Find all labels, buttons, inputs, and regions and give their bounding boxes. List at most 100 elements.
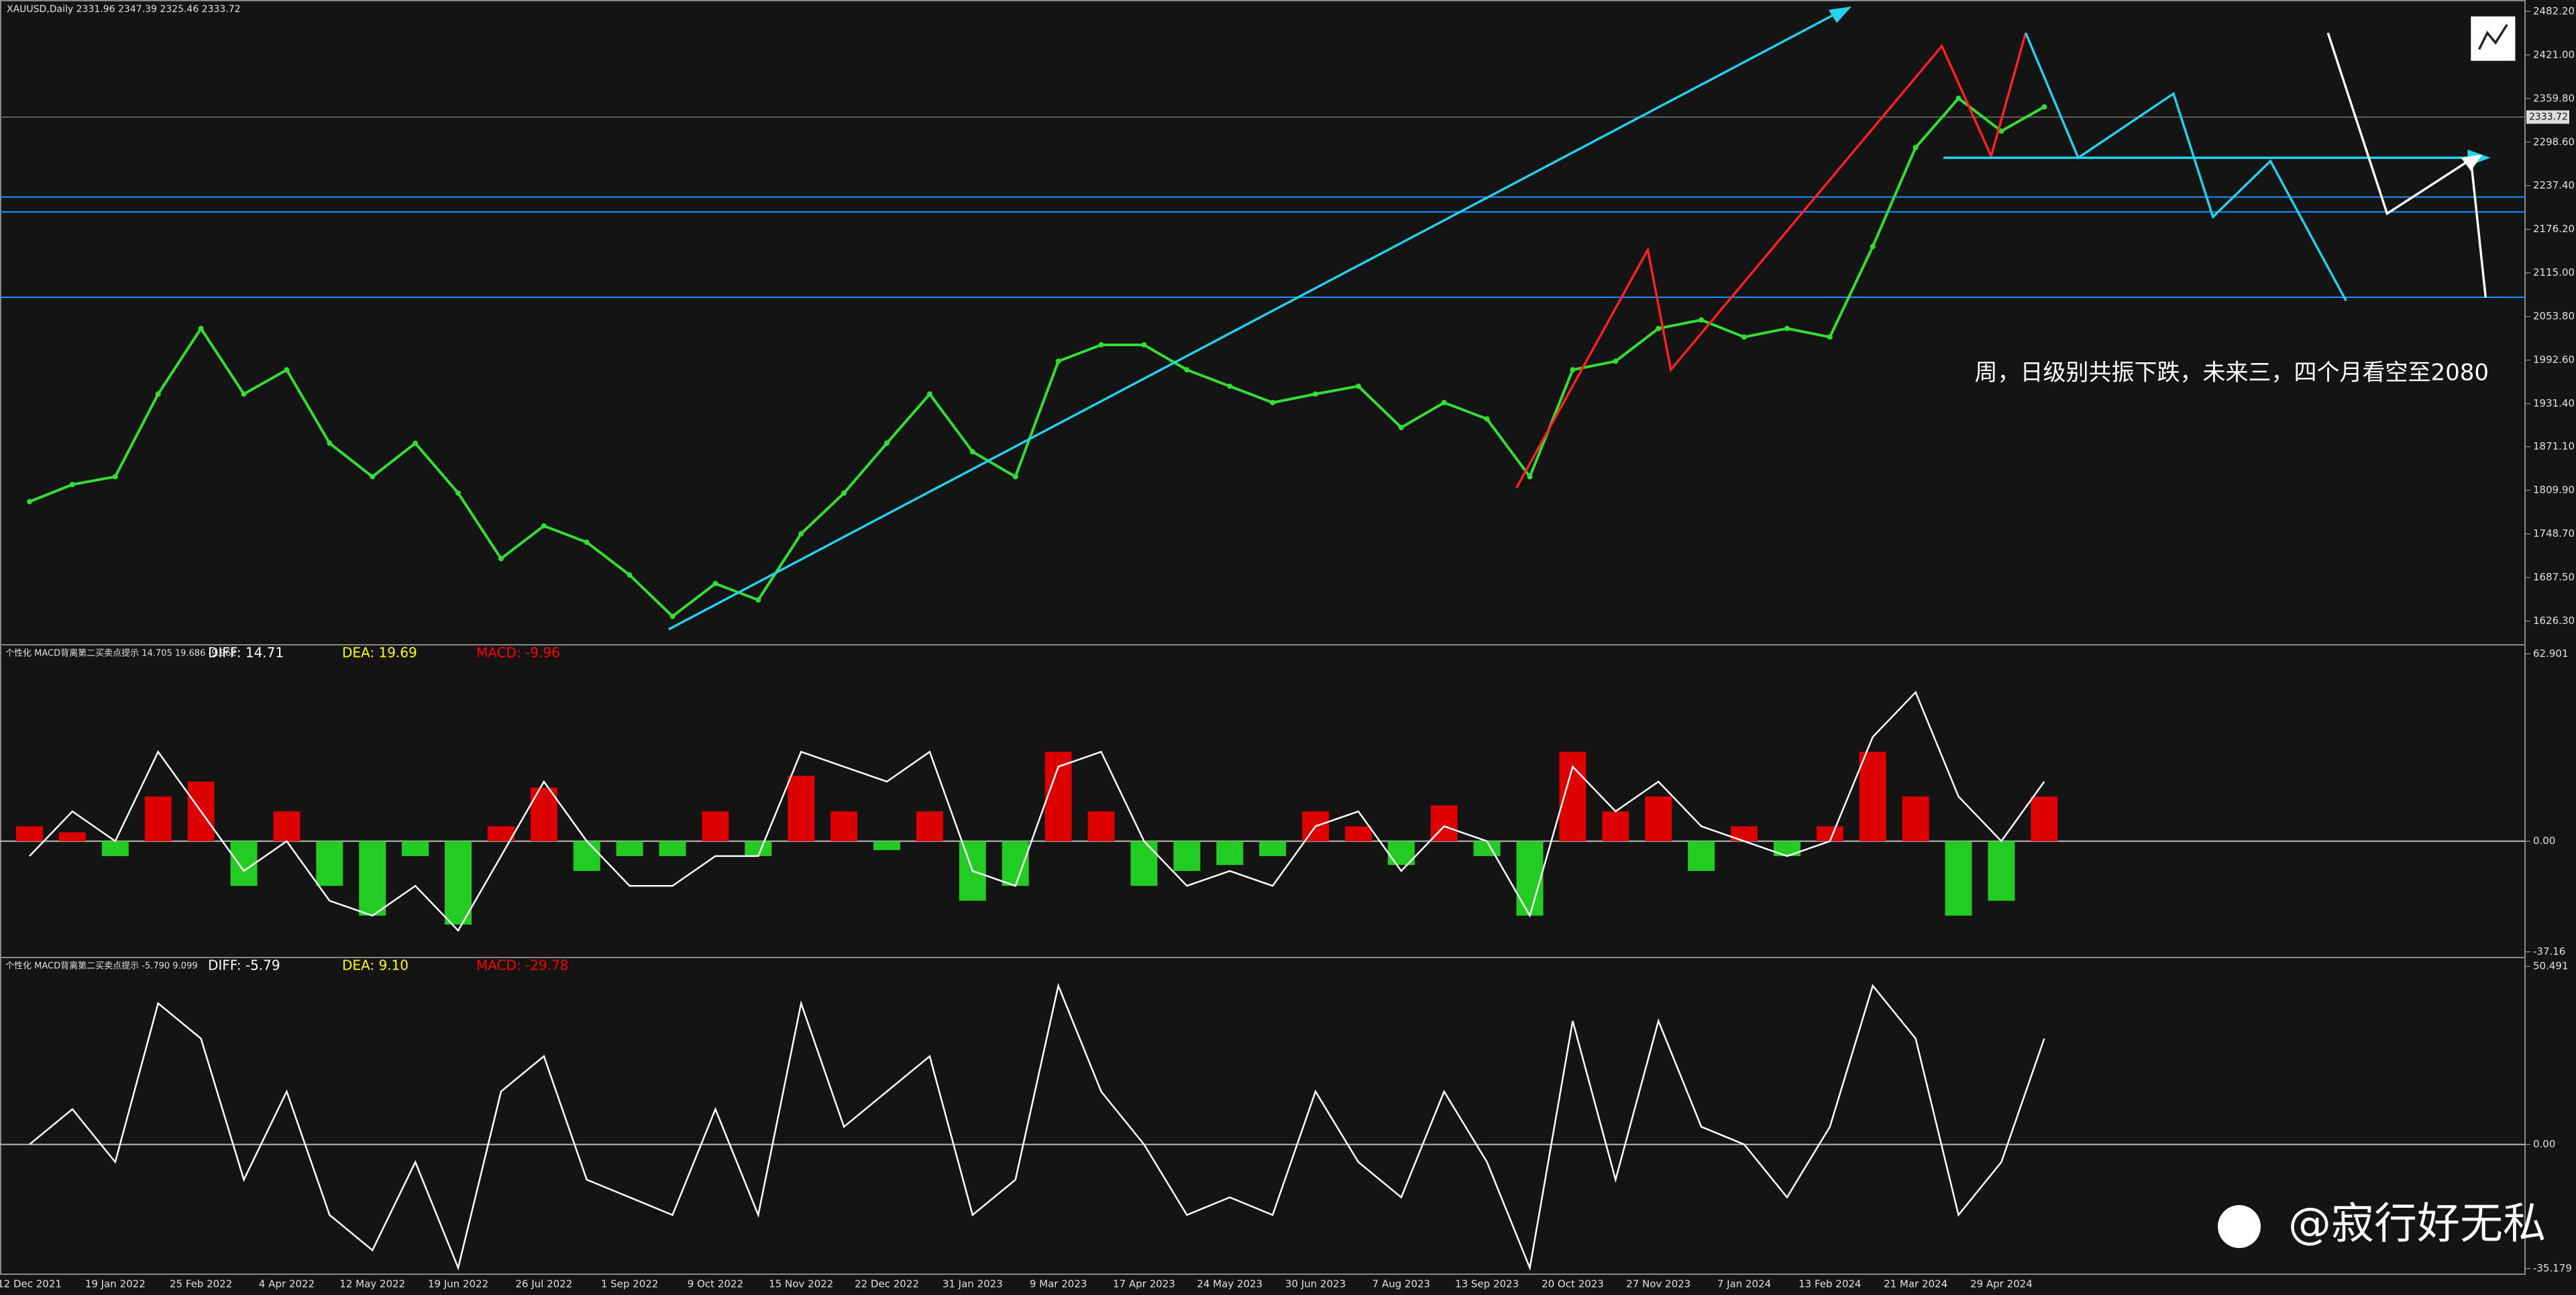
y-tick-label: 1809.90 [2533, 484, 2575, 496]
histogram-bar [359, 841, 386, 916]
price-line-series [29, 96, 2045, 619]
histogram-bar [1173, 841, 1201, 872]
price-point [969, 449, 975, 455]
price-point [1656, 325, 1662, 331]
histogram-bar [1731, 826, 1758, 841]
price-point [455, 490, 461, 496]
x-tick-label: 25 Feb 2022 [170, 1278, 232, 1290]
histogram-bar [1087, 811, 1115, 841]
watermark: @寂行好无私 [2288, 1200, 2546, 1249]
price-point [1570, 367, 1576, 373]
x-tick-label: 19 Jun 2022 [428, 1278, 488, 1290]
histogram-bar [273, 811, 301, 841]
x-tick-label: 22 Dec 2022 [855, 1278, 919, 1290]
price-point [155, 391, 161, 397]
indicator-label: DEA: 19.69 [342, 645, 417, 661]
x-tick-label: 26 Jul 2022 [515, 1278, 572, 1290]
forecast-line [2025, 32, 2347, 301]
plot-layer: 1626.30 1687.50 1748.70 1809.90 1871.10 1931.… [0, 5, 2575, 1290]
histogram-bar [788, 775, 815, 841]
histogram-bar [1988, 841, 2015, 901]
histogram-bar [144, 796, 172, 841]
histogram-bar [1002, 841, 1029, 886]
y-tick-label: 2298.60 [2533, 136, 2575, 148]
histogram-bar [1044, 752, 1072, 841]
price-point [1741, 334, 1747, 340]
x-tick-label: 1 Sep 2022 [601, 1278, 659, 1290]
histogram-bar [101, 841, 129, 856]
trend-line [667, 10, 1841, 631]
x-tick-label: 19 Jan 2022 [85, 1278, 146, 1290]
histogram-bar [487, 826, 515, 841]
diff-line [29, 982, 2045, 1272]
price-point [241, 391, 247, 397]
x-tick-label: 7 Jan 2024 [1717, 1278, 1771, 1290]
y-tick-label: 2176.20 [2533, 223, 2575, 235]
y-tick-label: 2359.80 [2533, 92, 2575, 104]
price-point [27, 499, 32, 505]
price-point [755, 597, 761, 603]
price-point [798, 531, 804, 537]
forecast-line [2326, 32, 2487, 298]
histogram-bar [1902, 796, 1929, 841]
histogram-bar [1516, 841, 1544, 916]
histogram-bar [2031, 796, 2058, 841]
x-tick-label: 9 Mar 2023 [1030, 1278, 1087, 1290]
indicator-label: DIFF: 14.71 [208, 645, 284, 661]
histogram-bar [616, 841, 643, 856]
y-tick-label: 1748.70 [2533, 527, 2575, 539]
histogram-bar [1259, 841, 1287, 856]
histogram-bar [1816, 826, 1843, 841]
histogram-bar [316, 841, 343, 886]
price-point [1398, 425, 1404, 431]
histogram-bar [573, 841, 600, 872]
price-point [1827, 334, 1833, 340]
price-point [198, 325, 204, 331]
x-tick-label: 9 Oct 2022 [688, 1278, 743, 1290]
histogram-bar [702, 811, 729, 841]
y-tick-label: 2115.00 [2533, 266, 2575, 278]
price-point [627, 572, 633, 578]
price-point [370, 474, 376, 480]
price-point [1355, 383, 1361, 389]
arrow-head [1828, 6, 1852, 23]
histogram-bar [1473, 841, 1501, 856]
x-tick-label: 24 May 2023 [1197, 1278, 1263, 1290]
price-point [1012, 474, 1018, 480]
y-tick-label: 0.00 [2533, 835, 2555, 847]
price-point [1870, 244, 1876, 250]
x-tick-label: 21 Mar 2024 [1884, 1278, 1947, 1290]
histogram-bar [659, 841, 686, 856]
x-tick-label: 13 Feb 2024 [1799, 1278, 1861, 1290]
indicator-title: 个性化 MACD背离第二买卖点提示 -5.790 9.099 [5, 961, 198, 972]
y-tick-label: 50.491 [2533, 960, 2569, 972]
y-tick-label: -35.179 [2533, 1262, 2572, 1274]
price-point [1955, 95, 1962, 101]
logo-icon [2478, 23, 2508, 50]
price-point [541, 523, 547, 529]
histogram-bar [1602, 811, 1629, 841]
histogram-bar [230, 841, 258, 886]
histogram-bar [58, 832, 86, 841]
x-tick-label: 12 Dec 2021 [0, 1278, 62, 1290]
annotation: 周，日级别共振下跌，未来三，四个月看空至2080 [1974, 360, 2489, 386]
price-point [841, 490, 847, 496]
price-point [2041, 104, 2047, 110]
price-point [1613, 358, 1619, 364]
x-tick-label: 4 Apr 2022 [259, 1278, 315, 1290]
price-point [884, 440, 890, 446]
price-point [669, 613, 676, 619]
chart-header: XAUUSD,Daily 2331.96 2347.39 2325.46 233… [7, 4, 241, 15]
y-tick-label: 1931.40 [2533, 397, 2575, 409]
y-tick-label: 1992.60 [2533, 354, 2575, 366]
price-point [1998, 128, 2004, 134]
drawings [667, 6, 2516, 631]
price-point [112, 474, 118, 480]
indicator-label: MACD: -29.78 [476, 957, 569, 974]
histogram-bar [402, 841, 429, 856]
price-point [1098, 342, 1104, 348]
histogram-bar [1216, 841, 1244, 866]
wave-line [1515, 32, 2027, 489]
